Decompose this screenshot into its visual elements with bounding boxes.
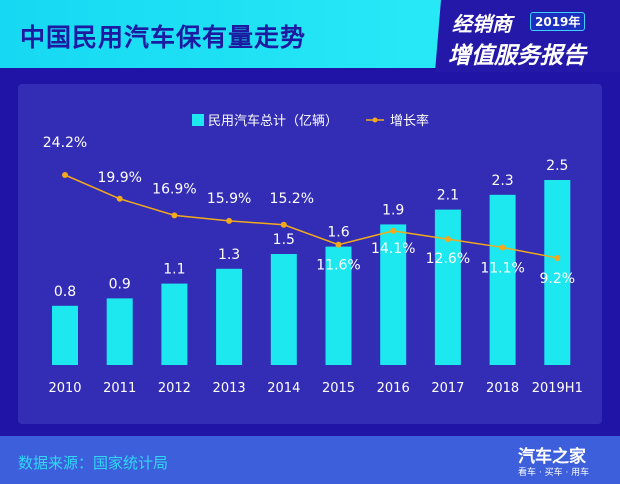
bar-label-2010: 0.8 <box>54 284 76 300</box>
x-tick-2015: 2015 <box>322 381 355 396</box>
bar-label-2017: 2.1 <box>437 188 459 204</box>
growth-label-2013: 15.9% <box>207 191 251 207</box>
x-tick-2014: 2014 <box>267 381 300 396</box>
growth-label-2015: 11.6% <box>316 258 360 274</box>
bar-2016 <box>380 224 407 365</box>
growth-label-2018: 11.1% <box>480 260 524 276</box>
x-tick-2019H1: 2019H1 <box>532 381 583 396</box>
badge-line2: 增值服务报告 <box>448 43 586 69</box>
x-tick-2012: 2012 <box>158 381 191 396</box>
growth-point-2016 <box>390 227 397 234</box>
growth-label-2016: 14.1% <box>371 241 415 257</box>
bar-2011 <box>106 298 133 365</box>
growth-label-2011: 19.9% <box>97 170 141 186</box>
bar-2015 <box>325 246 352 365</box>
growth-point-2011 <box>116 195 123 202</box>
badge-line1: 经销商 <box>452 12 512 36</box>
growth-point-2014 <box>280 221 287 228</box>
page-title: 中国民用汽车保有量走势 <box>20 23 307 52</box>
growth-point-2019H1 <box>554 254 561 261</box>
legend-line-dot <box>372 117 378 123</box>
growth-label-2017: 12.6% <box>426 251 470 267</box>
growth-line <box>64 174 558 259</box>
x-tick-2016: 2016 <box>377 381 410 396</box>
legend-line-label: 增长率 <box>390 113 429 129</box>
bar-2010 <box>52 305 78 365</box>
bar-label-2012: 1.1 <box>163 262 185 278</box>
growth-point-2012 <box>171 212 178 219</box>
growth-label-2012: 16.9% <box>152 181 196 197</box>
bar-2019H1 <box>544 180 571 365</box>
bar-2017 <box>434 209 461 365</box>
growth-label-2010: 24.2% <box>43 135 87 151</box>
x-tick-2013: 2013 <box>213 381 246 396</box>
bar-2012 <box>161 283 188 365</box>
growth-point-2013 <box>226 217 233 224</box>
bar-label-2011: 0.9 <box>109 276 131 292</box>
growth-point-2010 <box>62 172 68 178</box>
logo-tagline: 看车 · 买车 · 用车 <box>518 468 590 478</box>
badge-year: 2019年 <box>530 12 586 31</box>
bar-2018 <box>489 194 516 365</box>
bar-label-2016: 1.9 <box>382 202 404 218</box>
bar-label-2014: 1.5 <box>273 232 295 248</box>
report-badge <box>435 0 620 72</box>
legend-bar-swatch <box>192 114 204 126</box>
x-tick-2011: 2011 <box>103 381 136 396</box>
growth-label-2019H1: 9.2% <box>540 271 576 287</box>
growth-label-2014: 15.2% <box>270 191 314 207</box>
autohome-logo: 汽车之家 <box>518 447 586 467</box>
growth-point-2015 <box>335 241 342 248</box>
x-tick-2017: 2017 <box>431 381 464 396</box>
bar-label-2013: 1.3 <box>218 247 240 263</box>
bar-2014 <box>270 254 297 365</box>
legend-bar-label: 民用汽车总计（亿辆） <box>208 113 338 129</box>
growth-point-2017 <box>444 236 451 243</box>
x-tick-2018: 2018 <box>486 381 519 396</box>
bar-label-2015: 1.6 <box>327 225 349 241</box>
bar-label-2019H1: 2.5 <box>546 158 568 174</box>
footer-band <box>0 436 620 484</box>
growth-point-2018 <box>499 244 506 251</box>
x-tick-2010: 2010 <box>48 381 81 396</box>
bar-label-2018: 2.3 <box>491 173 513 189</box>
data-source: 数据来源：国家统计局 <box>18 454 169 472</box>
bar-2013 <box>216 268 243 365</box>
